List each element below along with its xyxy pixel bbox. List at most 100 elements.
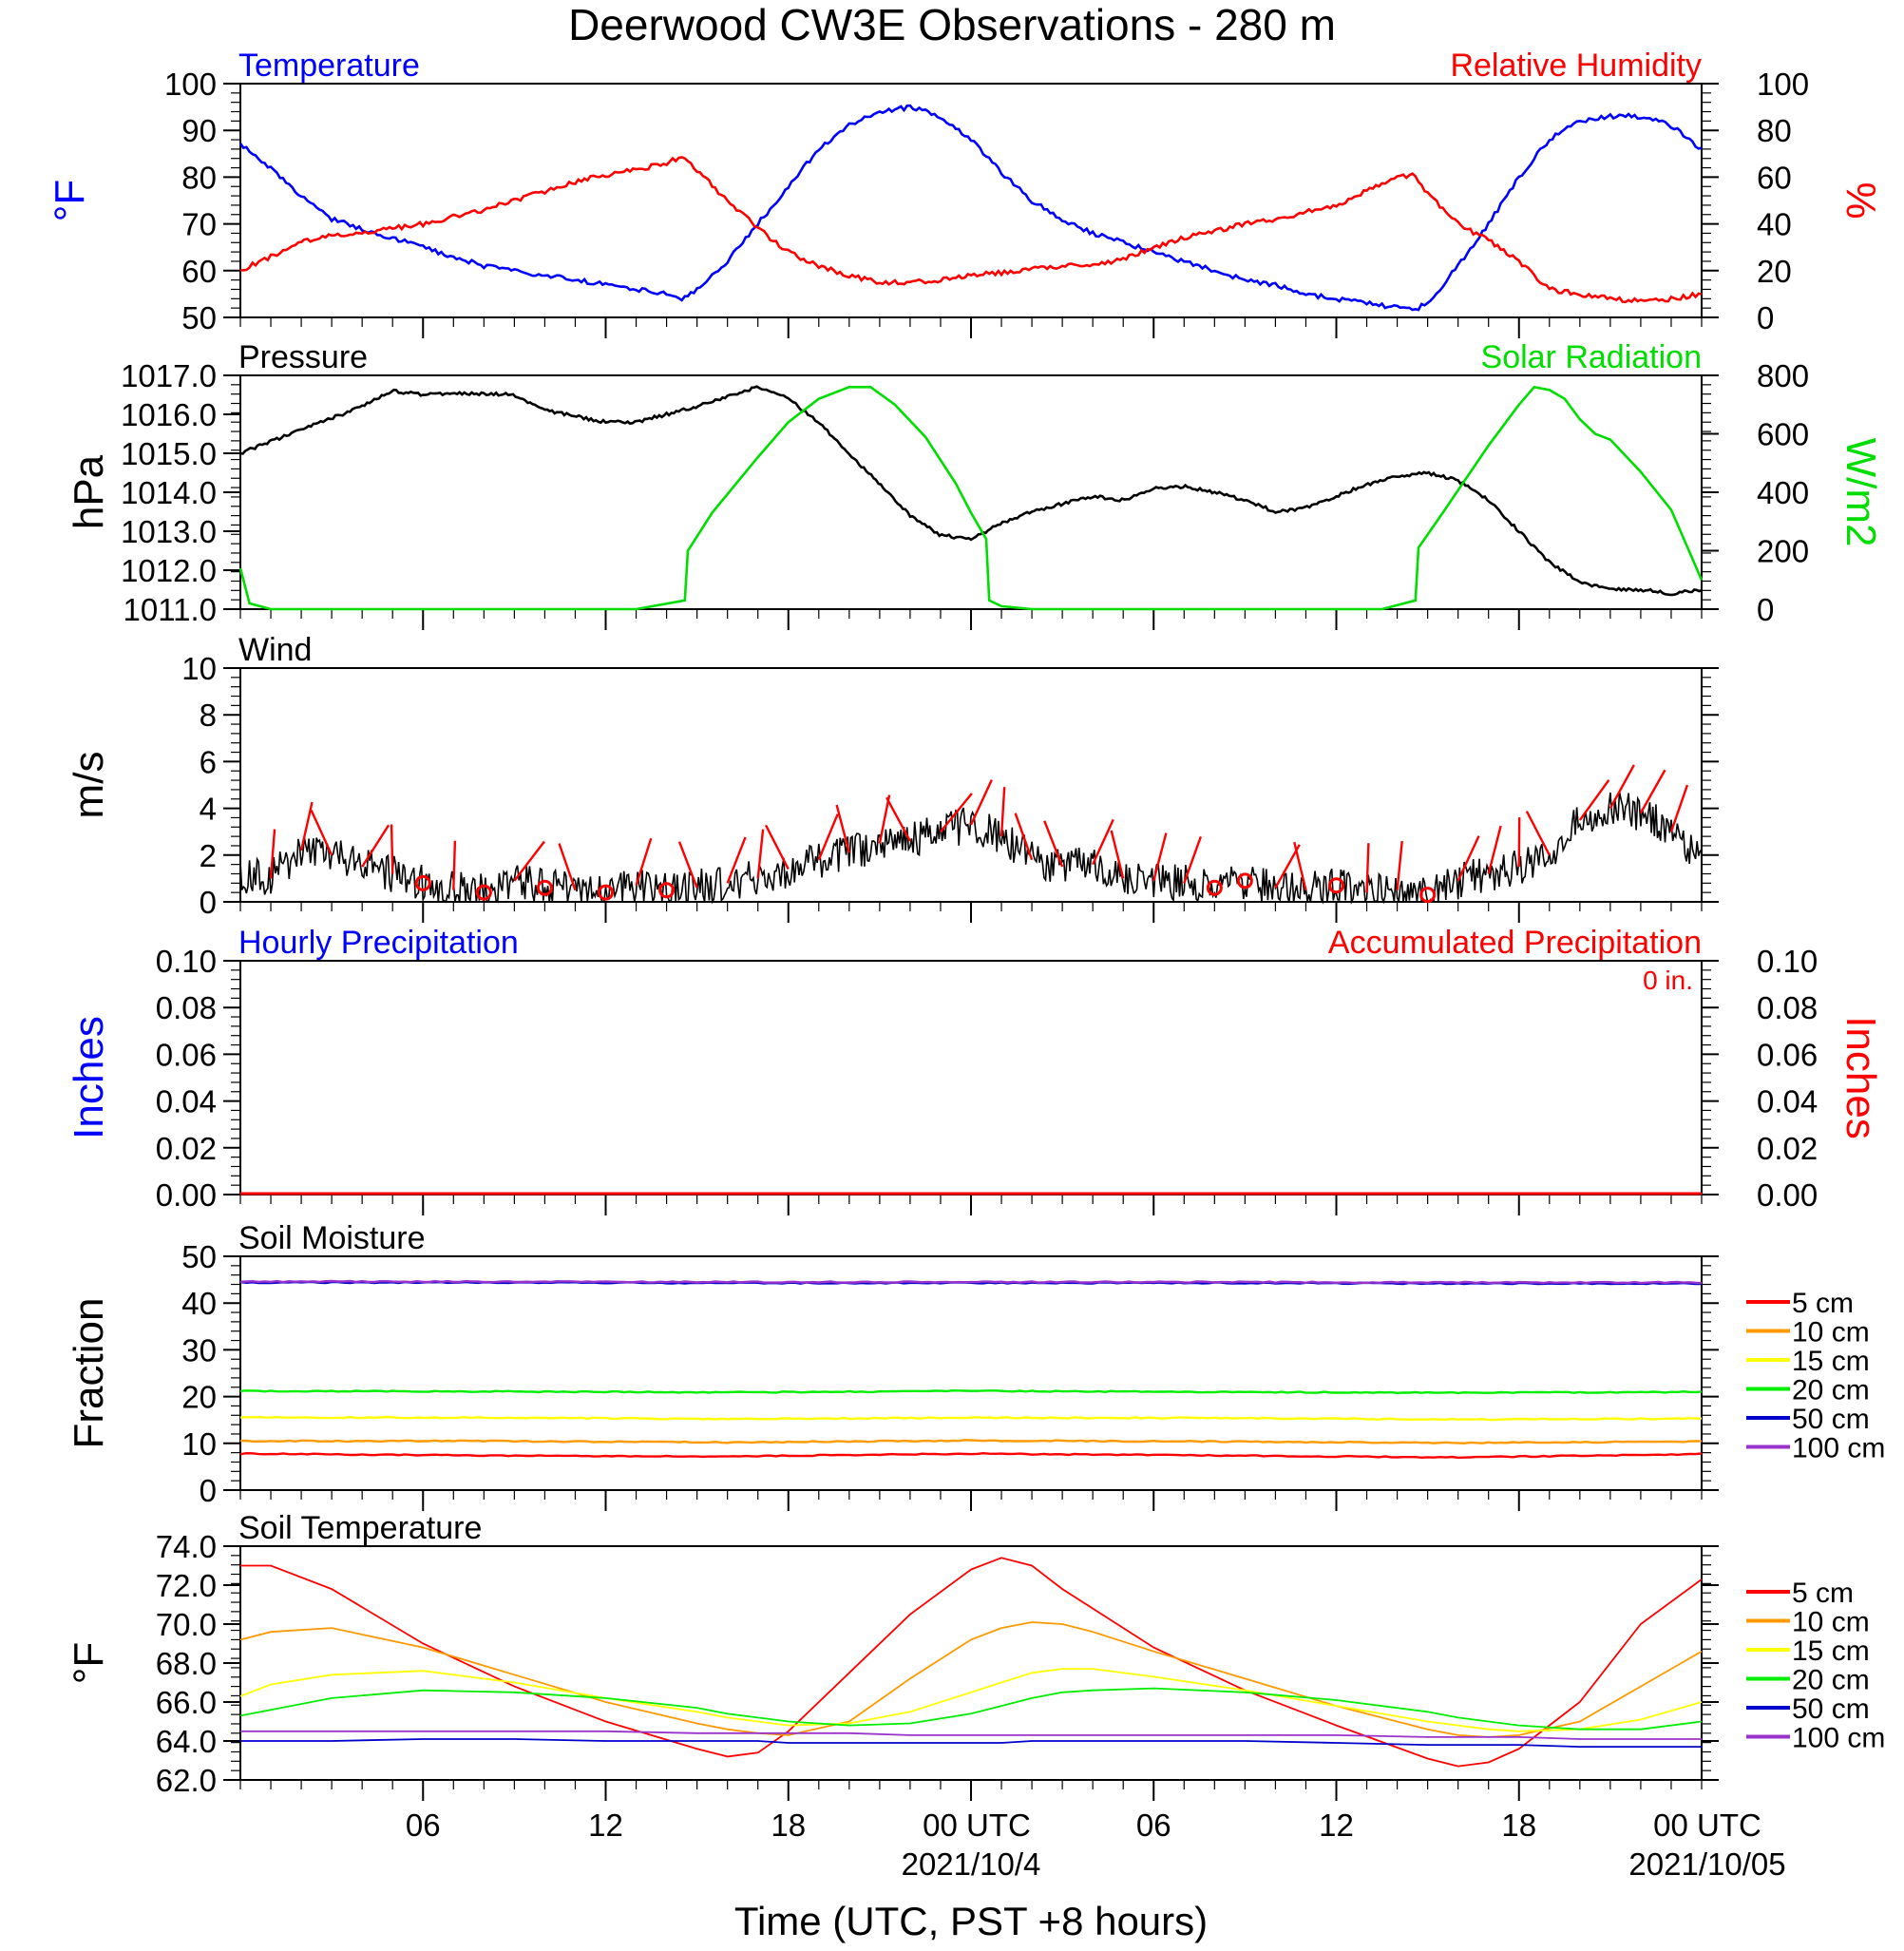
- panel-temp-rh: 50 60 70 80 90 100 0 20 40 60 80 100 Temperature Rela…: [47, 48, 1884, 338]
- wind-barb: [1293, 841, 1307, 890]
- series-line-5-cm: [240, 1557, 1703, 1768]
- y2-tick-label: 20: [1757, 254, 1792, 289]
- legend-label: 10 cm: [1792, 1317, 1870, 1348]
- legend-label: 15 cm: [1792, 1346, 1870, 1377]
- y-tick-label: 62.0: [156, 1763, 217, 1798]
- y-tick-label: 0.08: [156, 990, 217, 1025]
- wind-barb: [817, 813, 839, 861]
- wind-barb: [1487, 825, 1502, 874]
- wind-barb: [1043, 820, 1064, 868]
- y-tick-label: 2: [200, 838, 217, 873]
- calm-wind-circle: [1419, 887, 1437, 904]
- y-axis-unit-label: hPa: [66, 454, 112, 529]
- legend-label: 100 cm: [1792, 1433, 1885, 1464]
- y-tick-label: 70.0: [156, 1607, 217, 1642]
- wind-barb: [756, 829, 765, 879]
- legend-label: 15 cm: [1792, 1635, 1870, 1667]
- plot-frame: [239, 83, 1703, 318]
- x-tick-label: 00 UTC: [1653, 1808, 1761, 1843]
- wind-barb: [558, 843, 577, 891]
- y-tick-label: 70: [181, 207, 217, 242]
- y2-tick-label: 600: [1757, 417, 1809, 452]
- calm-wind-circle: [598, 884, 614, 901]
- y-tick-label: 8: [200, 698, 217, 733]
- legend-label: 10 cm: [1792, 1607, 1870, 1638]
- y-tick-label: 66.0: [156, 1685, 217, 1720]
- calm-wind-circle: [1328, 877, 1344, 894]
- series-pressure-line: [239, 385, 1703, 597]
- wind-barb: [969, 779, 993, 826]
- y-axis-unit-label: m/s: [66, 752, 112, 819]
- y-tick-label: 0: [200, 885, 217, 920]
- y-tick-label: 72.0: [156, 1568, 217, 1603]
- series-wind-line: [239, 791, 1703, 906]
- y-tick-label: 80: [181, 160, 217, 195]
- wind-barb: [885, 796, 911, 842]
- y-tick-label: 1012.0: [121, 553, 217, 588]
- panel-title-left: Wind: [238, 632, 312, 668]
- y-tick-label: 6: [200, 744, 217, 779]
- x-tick-label: 06: [406, 1808, 441, 1843]
- x-tick-label: 06: [1136, 1808, 1171, 1843]
- y-tick-label: 20: [181, 1380, 217, 1415]
- wind-barb: [269, 829, 276, 879]
- wind-barb: [1609, 764, 1635, 810]
- wind-barb: [1110, 830, 1125, 879]
- x-tick-label: 12: [588, 1808, 623, 1843]
- y2-tick-label: 80: [1757, 113, 1792, 148]
- series-line-50-cm: [240, 1738, 1702, 1748]
- legend-label: 5 cm: [1792, 1578, 1854, 1609]
- y2-tick-label: 0.00: [1757, 1177, 1818, 1213]
- wind-barb: [1396, 840, 1403, 890]
- panel-title-left: Pressure: [238, 339, 368, 375]
- calm-wind-circle: [414, 874, 431, 891]
- calm-wind-circle: [536, 879, 553, 896]
- wind-barb: [310, 809, 333, 856]
- y-tick-label: 74.0: [156, 1529, 217, 1564]
- wind-barb: [1669, 784, 1689, 832]
- wind-barb: [299, 801, 314, 851]
- y-tick-label: 1016.0: [121, 397, 217, 432]
- y-tick-label: 0: [200, 1473, 217, 1508]
- series-line-15-cm: [239, 1415, 1703, 1422]
- panel-precip: 0.00 0.02 0.04 0.06 0.08 0.10 0.00 0.02 0.04 0.06…: [66, 925, 1884, 1215]
- panel-title-right: Solar Radiation: [1481, 339, 1702, 375]
- y-tick-label: 40: [181, 1286, 217, 1321]
- y2-axis-unit-label: Inches: [1837, 1016, 1884, 1139]
- y2-tick-label: 400: [1757, 475, 1809, 510]
- wind-barb: [1092, 818, 1114, 866]
- series-line-100-cm: [240, 1730, 1702, 1740]
- wind-barb: [1014, 813, 1034, 861]
- y-tick-label: 4: [200, 792, 217, 827]
- wind-barb: [1000, 787, 1006, 837]
- plot-frame: [239, 374, 1703, 610]
- calm-wind-circle: [1236, 872, 1253, 889]
- x-date-label: 2021/10/4: [902, 1846, 1041, 1882]
- y2-tick-label: 800: [1757, 358, 1809, 393]
- y-tick-label: 90: [181, 113, 217, 148]
- wind-barb: [1183, 835, 1202, 884]
- y-axis-unit-label: Inches: [66, 1016, 112, 1139]
- y-tick-label: 50: [181, 300, 217, 335]
- y2-tick-label: 0: [1757, 300, 1774, 335]
- series-line-10-cm: [239, 1439, 1702, 1445]
- panel-soil-temperature: 62.0 64.0 66.0 68.0 70.0 72.0 74.0 Soil Tempera…: [66, 1510, 1885, 1801]
- wind-barb: [764, 824, 790, 870]
- series-line-100-cm: [239, 1279, 1703, 1285]
- x-tick-label: 18: [771, 1808, 806, 1843]
- wind-barb: [726, 836, 747, 884]
- panel-wind: 0 2 4 6 8 10 Wind m/s: [66, 632, 1719, 923]
- series-line-10-cm: [239, 1621, 1703, 1738]
- y-tick-label: 1011.0: [124, 592, 217, 627]
- y2-tick-label: 0.10: [1757, 944, 1818, 979]
- y-tick-label: 60: [181, 254, 217, 289]
- wind-barb: [1578, 779, 1610, 821]
- y-tick-label: 0.10: [156, 944, 217, 979]
- chart-title: Deerwood CW3E Observations - 280 m: [568, 0, 1336, 49]
- series-solar-line: [238, 385, 1704, 611]
- legend-label: 100 cm: [1792, 1723, 1885, 1754]
- y-tick-label: 1013.0: [121, 514, 217, 549]
- y2-tick-label: 0: [1757, 592, 1774, 627]
